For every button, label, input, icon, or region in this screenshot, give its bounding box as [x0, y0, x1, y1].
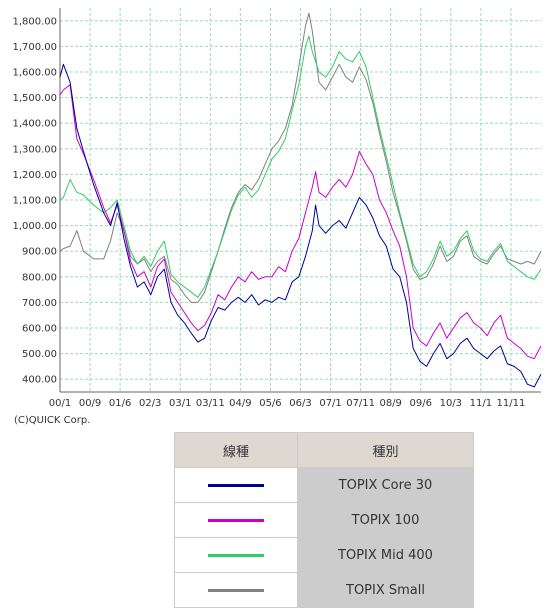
- legend-label-100: TOPIX 100: [297, 502, 474, 538]
- x-tick-label: 03/1: [169, 398, 191, 409]
- y-tick-label: 1,700.00: [12, 42, 57, 53]
- y-tick-label: 700.00: [22, 298, 57, 309]
- y-tick-label: 1,200.00: [12, 170, 57, 181]
- x-tick-label: 00/1: [49, 398, 71, 409]
- x-tick-label: 10/3: [440, 398, 462, 409]
- legend-swatch-cell: [174, 572, 298, 608]
- y-tick-label: 600.00: [22, 324, 57, 335]
- y-tick-label: 500.00: [22, 349, 57, 360]
- legend-swatch-cell: [174, 467, 298, 503]
- copyright-text: (C)QUICK Corp.: [14, 415, 91, 426]
- legend-swatch-core30: [208, 483, 264, 487]
- legend-swatch-small: [208, 588, 264, 592]
- legend-swatch-100: [208, 518, 264, 522]
- x-tick-label: 08/9: [379, 398, 401, 409]
- y-tick-label: 1,100.00: [12, 196, 57, 207]
- legend-row: TOPIX Small: [174, 572, 474, 608]
- y-tick-label: 1,400.00: [12, 119, 57, 130]
- x-tick-label: 05/6: [259, 398, 281, 409]
- x-tick-label: 04/9: [229, 398, 251, 409]
- y-tick-label: 1,600.00: [12, 68, 57, 79]
- chart-svg: 400.00 500.00 600.00 700.00 800.00 900.00 1,00…: [12, 8, 542, 409]
- x-tick-label: 11/1: [470, 398, 492, 409]
- legend-row: TOPIX 100: [174, 502, 474, 538]
- x-tick-label: 01/6: [109, 398, 131, 409]
- x-tick-label: 00/9: [79, 398, 101, 409]
- line-chart: 400.00 500.00 600.00 700.00 800.00 900.00 1,00…: [12, 8, 542, 409]
- x-tick-label: 07/11: [346, 398, 375, 409]
- series-line-small: [59, 12, 542, 303]
- legend-swatch-cell: [174, 537, 298, 573]
- x-tick-label: 03/11: [196, 398, 225, 409]
- legend-label-core30: TOPIX Core 30: [297, 467, 474, 503]
- legend-header-line-type: 線種: [174, 432, 298, 468]
- legend-row: TOPIX Core 30: [174, 467, 474, 503]
- y-tick-label: 900.00: [22, 247, 57, 258]
- x-tick-label: 11/11: [497, 398, 526, 409]
- legend-swatch-mid400: [208, 553, 264, 557]
- legend-row: TOPIX Mid 400: [174, 537, 474, 573]
- y-tick-label: 1,800.00: [12, 16, 57, 27]
- series-line-core30: [59, 63, 542, 388]
- series-line-mid400: [59, 35, 542, 298]
- y-tick-label: 400.00: [22, 375, 57, 386]
- series-line-topix100: [59, 84, 542, 360]
- legend-label-mid400: TOPIX Mid 400: [297, 537, 474, 573]
- x-tick-label: 06/3: [289, 398, 311, 409]
- x-tick-label: 09/6: [410, 398, 432, 409]
- legend-header-kind: 種別: [297, 432, 474, 468]
- legend-header-row: 線種 種別: [174, 432, 474, 468]
- x-tick-label: 02/3: [139, 398, 161, 409]
- y-tick-label: 1,300.00: [12, 144, 57, 155]
- legend-table: 線種 種別 TOPIX Core 30 TOPIX 100 TOPIX Mid …: [174, 432, 474, 608]
- y-tick-label: 1,000.00: [12, 221, 57, 232]
- x-tick-label: 07/1: [319, 398, 341, 409]
- legend-swatch-cell: [174, 502, 298, 538]
- legend-label-small: TOPIX Small: [297, 572, 474, 608]
- y-tick-label: 1,500.00: [12, 93, 57, 104]
- y-tick-label: 800.00: [22, 272, 57, 283]
